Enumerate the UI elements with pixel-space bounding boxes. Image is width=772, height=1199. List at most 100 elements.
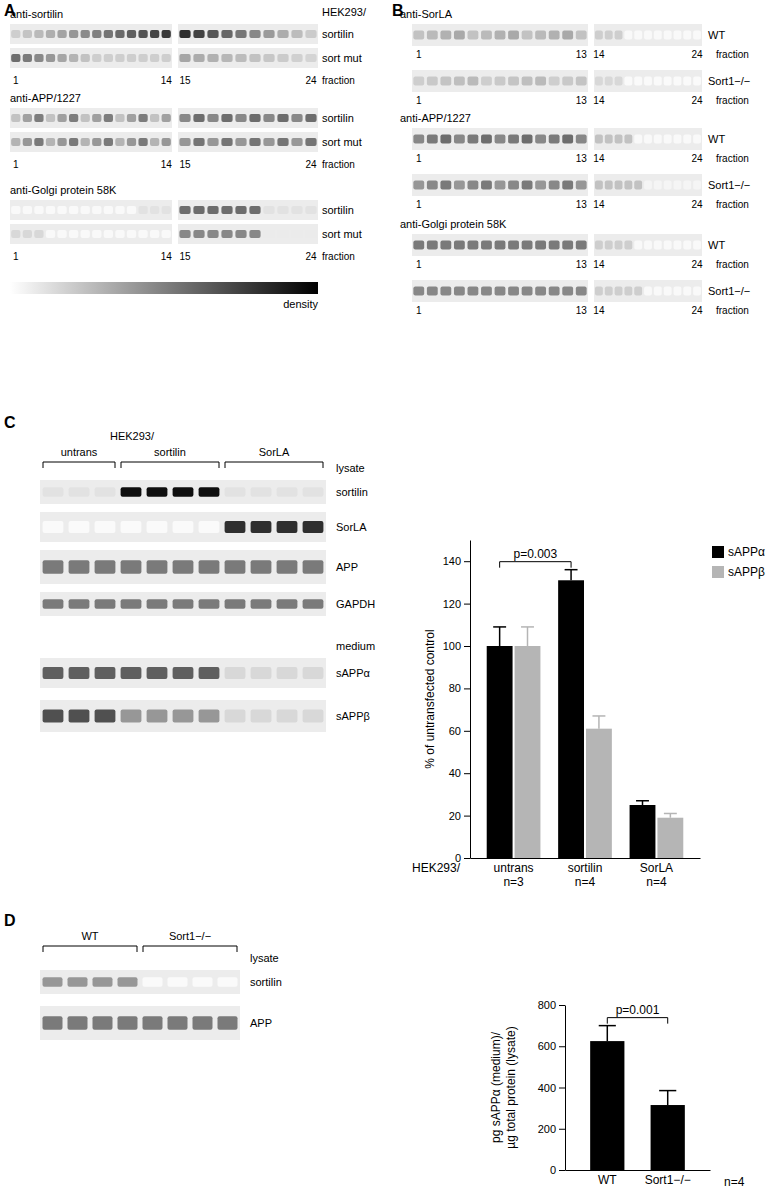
blot-band <box>495 31 506 40</box>
blot-band <box>535 31 546 40</box>
blot-band <box>121 487 142 497</box>
blot-band <box>147 521 168 533</box>
blot-band <box>305 206 316 214</box>
blot-band <box>225 521 246 533</box>
blot-band <box>81 206 90 214</box>
blot-background <box>594 24 702 46</box>
blot-band <box>193 54 204 62</box>
blot-band <box>683 31 691 40</box>
fraction-number: 24 <box>305 75 317 86</box>
blot-band <box>199 521 220 533</box>
blot-band <box>595 181 603 190</box>
tick-label: 140 <box>443 555 461 567</box>
fraction-number: 1 <box>416 153 422 164</box>
bar <box>515 646 541 858</box>
blot-background <box>40 512 326 542</box>
blot-band <box>173 560 194 574</box>
blot-band <box>225 667 246 679</box>
tick-mark <box>464 646 470 647</box>
blot-band <box>549 31 560 40</box>
blot-background <box>40 658 326 688</box>
plot-marks <box>487 570 684 858</box>
blot-band <box>291 114 302 122</box>
blot-band <box>427 181 438 190</box>
blot-background <box>40 550 326 584</box>
blot-band <box>251 710 272 723</box>
blot-band <box>263 206 274 214</box>
blot-band <box>508 31 519 40</box>
y-tick: 40 <box>449 767 470 779</box>
blot-band <box>147 667 168 679</box>
blot-strip <box>40 550 326 584</box>
blot-band <box>104 206 113 214</box>
blot-band <box>291 54 302 62</box>
label: SorLA <box>336 521 367 533</box>
blot-band <box>179 54 190 62</box>
axis-line <box>470 541 471 859</box>
panel-label: C <box>4 414 16 431</box>
blot-band <box>127 206 136 214</box>
blot-band <box>168 1016 188 1030</box>
blot-band <box>595 135 603 144</box>
blot-band <box>193 977 213 987</box>
blot-band <box>127 114 136 122</box>
blot-band <box>143 1016 163 1030</box>
section-label: medium <box>336 640 375 652</box>
group-label: SorLA <box>259 446 290 458</box>
label: WT <box>708 133 725 145</box>
blot-band <box>92 138 101 146</box>
fraction-number: 1 <box>416 259 422 270</box>
tick-label: Sort1−/− <box>645 1173 691 1187</box>
blot-band <box>303 667 324 679</box>
axis-line <box>566 1170 711 1171</box>
blot-band <box>595 287 603 296</box>
error-stem <box>598 716 600 729</box>
blot-band <box>427 241 438 250</box>
fraction-number: 1 <box>13 159 19 170</box>
blot-band <box>634 181 642 190</box>
blot-strip <box>178 224 318 244</box>
fraction-number: 14 <box>593 49 605 60</box>
blot-background <box>178 224 318 244</box>
error-cap <box>664 813 677 815</box>
blot-band <box>674 77 682 86</box>
error-bar <box>659 1091 676 1105</box>
blot-band <box>522 77 533 86</box>
blot-band <box>413 31 424 40</box>
fraction-number: 13 <box>576 95 588 106</box>
x-tick: Sort1−/− <box>645 1170 691 1187</box>
blot-band <box>624 77 632 86</box>
blot-band <box>249 138 260 146</box>
label: fraction <box>322 75 355 86</box>
blot-background <box>10 200 172 220</box>
blot-band <box>34 54 43 62</box>
blot-band <box>683 77 691 86</box>
blot-band <box>23 206 32 214</box>
tick-label: 400 <box>538 1082 556 1094</box>
blot-band <box>495 77 506 86</box>
section-label: lysate <box>336 462 365 474</box>
blot-band <box>549 77 560 86</box>
blot-band <box>654 241 662 250</box>
blot-band <box>104 114 113 122</box>
blot-band <box>95 667 116 679</box>
error-bar <box>636 801 649 805</box>
blot-background <box>178 24 318 44</box>
section-label: lysate <box>250 952 279 964</box>
blot-band <box>46 138 55 146</box>
fraction-number: 24 <box>692 259 704 270</box>
fraction-number: 13 <box>576 153 588 164</box>
blot-strip <box>10 224 172 244</box>
blot-band <box>93 977 113 987</box>
blot-band <box>277 206 288 214</box>
blot-band <box>121 560 142 574</box>
blot-band <box>615 77 623 86</box>
blot-band <box>624 181 632 190</box>
blot-background <box>40 700 326 732</box>
blot-band <box>34 138 43 146</box>
label: fraction <box>716 95 749 106</box>
blot-band <box>664 287 672 296</box>
blot-band <box>495 181 506 190</box>
blot-band <box>522 135 533 144</box>
blot-band <box>43 560 64 574</box>
